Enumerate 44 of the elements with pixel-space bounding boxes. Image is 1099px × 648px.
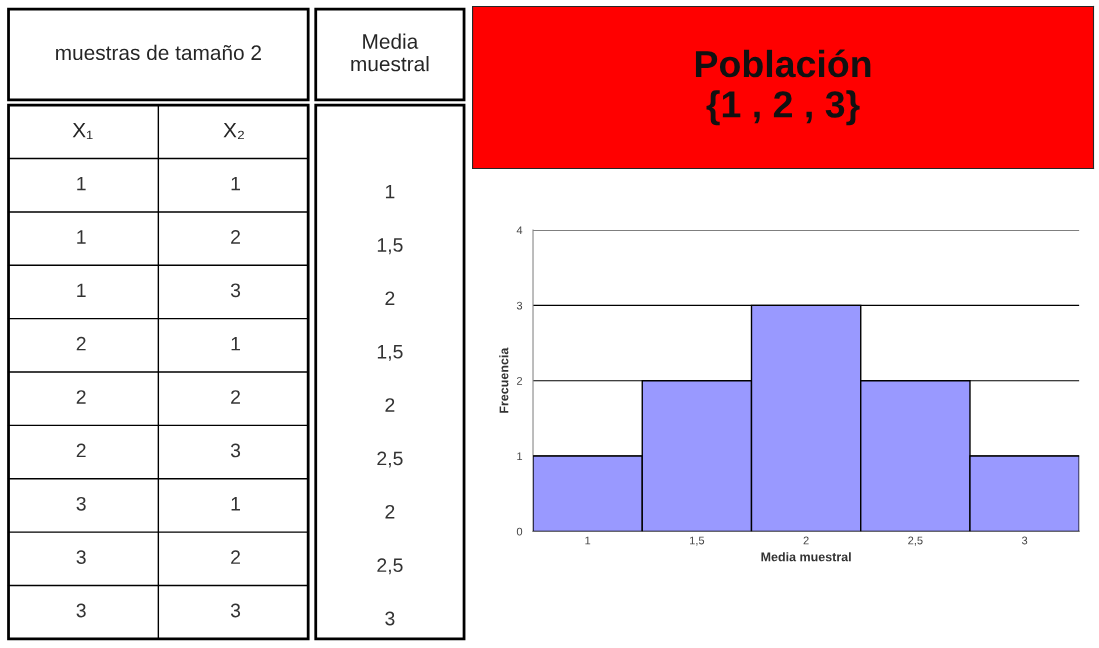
text: 1 <box>231 337 240 351</box>
text: 1 <box>77 176 86 191</box>
text: Media muestral <box>351 33 429 72</box>
text: 3 <box>230 603 241 618</box>
text: 2 <box>76 390 86 404</box>
text: 3 <box>76 550 86 565</box>
text: 2 <box>231 230 240 244</box>
x-axis-title: Media muestral <box>761 552 851 562</box>
text: 3 <box>230 443 241 458</box>
y-axis-title: Frecuencia <box>499 347 509 413</box>
category-label: X₁ <box>72 122 93 140</box>
text: muestras de tamaño 2 <box>56 44 261 61</box>
text: 1 <box>231 176 240 191</box>
x-tick-label: 1 <box>585 536 591 545</box>
text: 2,5 <box>377 558 403 575</box>
y-tick-label: 0 <box>516 527 523 536</box>
text: 2 <box>385 291 395 306</box>
text: 1 <box>77 283 86 298</box>
text: 2,5 <box>377 451 403 468</box>
text: 3 <box>385 611 395 626</box>
x-tick-label: 3 <box>1021 536 1028 545</box>
text: 1,5 <box>377 345 403 361</box>
category-label: X₂ <box>223 122 244 140</box>
text: 2 <box>385 504 395 519</box>
text: 2 <box>231 390 240 404</box>
text: 2 <box>76 336 86 351</box>
y-tick-label: 3 <box>516 301 523 310</box>
text: 3 <box>76 496 86 511</box>
text: 1 <box>77 230 86 244</box>
text: 1,5 <box>377 238 403 255</box>
text: 2 <box>76 443 86 458</box>
y-tick-label: 2 <box>516 376 523 385</box>
text: 3 <box>76 603 86 618</box>
y-tick-label: 1 <box>517 452 523 461</box>
chart-title: Población {1 , 2 , 3} <box>695 49 871 126</box>
text: 1 <box>231 497 240 511</box>
text: 2 <box>231 550 240 564</box>
y-tick-label: 4 <box>516 226 523 235</box>
x-tick-label: 2 <box>803 536 809 545</box>
text: 1 <box>385 184 395 199</box>
text: 3 <box>230 283 241 298</box>
text: 2 <box>385 398 395 412</box>
x-tick-label: 2,5 <box>908 536 923 546</box>
x-tick-label: 1,5 <box>690 536 705 546</box>
